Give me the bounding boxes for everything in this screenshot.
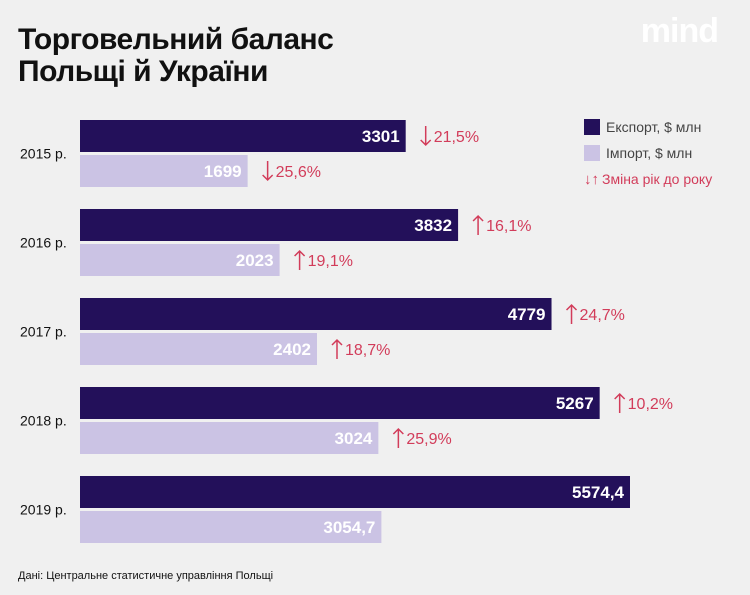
import-value-label: 2023 — [236, 251, 274, 270]
up-arrow-icon — [392, 427, 404, 448]
export-change-label: 16,1% — [486, 218, 531, 235]
import-change-label: 25,6% — [276, 164, 321, 181]
title-line-1: Торговельний баланс — [18, 23, 334, 56]
import-change-label: 25,9% — [406, 431, 451, 448]
legend: Експорт, $ млн Імпорт, $ млн ↓↑ Зміна рі… — [584, 114, 734, 192]
legend-item-import: Імпорт, $ млн — [584, 140, 734, 166]
import-bar — [80, 244, 280, 276]
import-bar — [80, 155, 248, 187]
up-down-arrows-icon: ↓↑ — [584, 170, 599, 188]
export-bar — [80, 387, 600, 419]
category-label: 2016 р. — [20, 235, 67, 251]
category-label: 2019 р. — [20, 502, 67, 518]
legend-label-export: Експорт, $ млн — [606, 119, 702, 135]
category-label: 2015 р. — [20, 146, 67, 162]
legend-item-change: ↓↑ Зміна рік до року — [584, 166, 734, 192]
export-change-label: 21,5% — [434, 129, 479, 146]
import-value-label: 3024 — [335, 429, 373, 448]
export-value-label: 5267 — [556, 394, 594, 413]
source-note: Дані: Центральне статистичне управління … — [18, 570, 274, 582]
import-change-label: 19,1% — [308, 253, 353, 270]
export-value-label: 3301 — [362, 127, 400, 146]
category-label: 2018 р. — [20, 413, 67, 429]
page-title: Торговельний баланс Польщі й України — [18, 23, 334, 88]
up-arrow-icon — [565, 303, 578, 324]
up-arrow-icon — [472, 214, 484, 235]
export-value-label: 4779 — [508, 305, 546, 324]
up-arrow-icon — [294, 249, 306, 270]
import-value-label: 1699 — [204, 162, 242, 181]
export-bar — [80, 209, 459, 241]
category-label: 2017 р. — [20, 324, 67, 340]
legend-label-import: Імпорт, $ млн — [606, 145, 693, 161]
up-arrow-icon — [331, 338, 343, 359]
legend-swatch-export — [584, 119, 600, 135]
legend-item-export: Експорт, $ млн — [584, 114, 734, 140]
export-change-label: 24,7% — [580, 307, 625, 324]
import-bar — [80, 422, 379, 454]
legend-label-change: Зміна рік до року — [602, 171, 713, 187]
export-bar — [80, 298, 552, 330]
import-value-label: 3054,7 — [323, 518, 375, 537]
title-line-2: Польщі й України — [18, 55, 268, 88]
mind-logo: mind — [640, 12, 719, 50]
down-arrow-icon — [420, 126, 432, 147]
export-value-label: 3832 — [414, 216, 452, 235]
export-value-label: 5574,4 — [572, 483, 625, 502]
import-bar — [80, 511, 382, 543]
legend-swatch-import — [584, 145, 600, 161]
up-arrow-icon — [614, 392, 626, 413]
import-change-label: 18,7% — [345, 342, 390, 359]
export-change-label: 10,2% — [628, 396, 673, 413]
import-bar — [80, 333, 317, 365]
export-bar — [80, 476, 630, 508]
import-value-label: 2402 — [273, 340, 311, 359]
down-arrow-icon — [262, 161, 274, 182]
export-bar — [80, 120, 406, 152]
